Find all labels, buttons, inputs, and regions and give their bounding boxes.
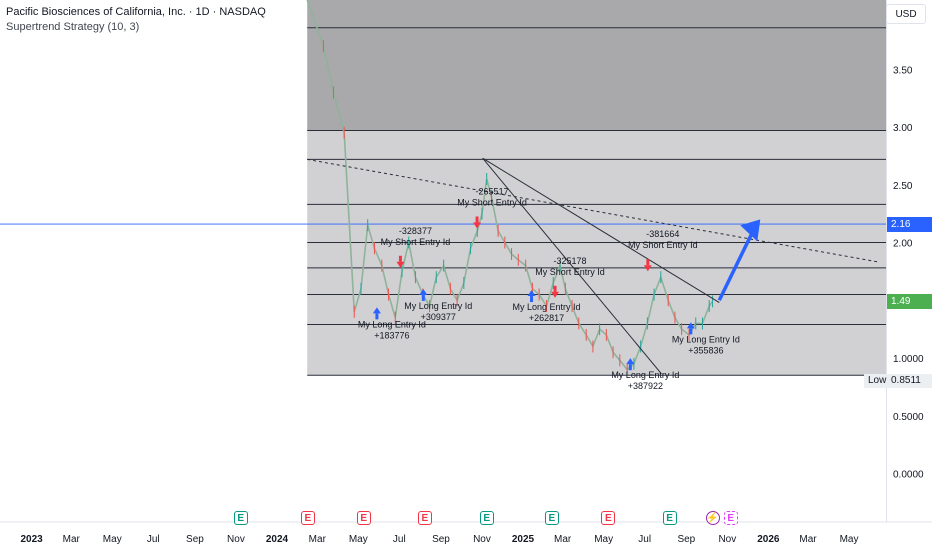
symbol-title[interactable]: Pacific Biosciences of California, Inc. … [6, 6, 266, 18]
earnings-event-icon[interactable]: E [723, 511, 738, 525]
x-tick-label: Jul [147, 534, 160, 545]
trendline-0 [307, 158, 880, 263]
trade-label-text: My Long Entry Id [358, 319, 426, 329]
projection-arrow-shaft [717, 227, 756, 302]
x-tick-label: 2024 [266, 534, 289, 545]
long-entry-arrow [686, 322, 695, 329]
x-tick-label: 2026 [757, 534, 780, 545]
earnings-event-icon[interactable]: E [356, 511, 371, 525]
x-tick-label: Nov [227, 534, 245, 545]
earnings-event-icon[interactable]: E [300, 511, 315, 525]
x-tick-label: Mar [63, 534, 81, 545]
projection-arrow-head [740, 219, 761, 242]
long-entry-arrow [626, 358, 635, 365]
y-tick-label: 3.00 [893, 123, 913, 134]
long-entry-arrow-stem [530, 296, 534, 303]
trade-label-text: My Long Entry Id [611, 370, 679, 380]
x-tick-label: May [349, 534, 368, 545]
trade-label-text: My Long Entry Id [513, 302, 581, 312]
short-entry-arrow [396, 261, 405, 268]
earnings-event-icon[interactable]: E [417, 511, 432, 525]
long-entry-arrow-stem [628, 364, 632, 371]
trendline-2 [482, 157, 662, 374]
x-tick-label: Jul [393, 534, 406, 545]
x-tick-label: 2025 [512, 534, 535, 545]
last-price-tag: 1.49 [887, 294, 932, 310]
long-entry-arrow-stem [421, 294, 425, 301]
x-tick-label: Sep [186, 534, 204, 545]
earnings-event-icon[interactable]: E [601, 511, 616, 525]
short-entry-arrow-stem [646, 259, 650, 266]
x-tick-label: Mar [309, 534, 327, 545]
x-tick-label: May [840, 534, 859, 545]
price-axis[interactable] [886, 0, 932, 522]
trade-label-text: +387922 [628, 381, 663, 391]
short-entry-arrow-stem [553, 285, 557, 292]
range-upper-zone [307, 0, 886, 131]
x-tick-label: Sep [677, 534, 695, 545]
earnings-event-icon[interactable]: E [233, 511, 248, 525]
trade-label-text: My Short Entry Id [628, 240, 698, 250]
low-value: 0.8511 [887, 374, 932, 388]
x-tick-label: Mar [554, 534, 572, 545]
trade-label-text: -265517 [476, 186, 509, 196]
trade-label-text: My Short Entry Id [457, 197, 527, 207]
y-tick-label: 0.5000 [893, 412, 924, 423]
x-tick-label: Mar [799, 534, 817, 545]
trade-label-text: +309377 [421, 312, 456, 322]
y-tick-label: 2.00 [893, 239, 913, 250]
x-tick-label: May [594, 534, 613, 545]
low-label: Low [864, 374, 891, 388]
trendline-1 [482, 157, 720, 304]
short-entry-arrow-stem [398, 255, 402, 262]
trade-label-text: My Short Entry Id [381, 237, 451, 247]
short-entry-arrow [473, 222, 482, 229]
currency-button[interactable]: USD [886, 4, 926, 24]
y-tick-label: 0.0000 [893, 469, 924, 480]
strategy-legend[interactable]: Supertrend Strategy (10, 3) [6, 21, 140, 33]
long-entry-arrow [372, 307, 381, 314]
x-tick-label: Nov [473, 534, 491, 545]
short-entry-arrow [643, 265, 652, 272]
crosshair-price-tag: 2.16 [887, 217, 932, 233]
earnings-event-icon[interactable]: E [662, 511, 677, 525]
split-event-icon[interactable]: ⚡ [705, 511, 720, 525]
x-tick-label: Nov [718, 534, 736, 545]
short-entry-arrow [551, 291, 560, 298]
earnings-event-icon[interactable]: E [544, 511, 559, 525]
trade-label-text: My Long Entry Id [672, 334, 740, 344]
y-tick-label: 2.50 [893, 181, 913, 192]
long-entry-arrow [419, 288, 428, 295]
long-entry-arrow-stem [689, 328, 693, 335]
trade-label-text: My Short Entry Id [535, 267, 605, 277]
earnings-event-icon[interactable]: E [479, 511, 494, 525]
long-entry-arrow-stem [375, 313, 379, 320]
trade-label-text: My Long Entry Id [404, 301, 472, 311]
x-tick-label: 2023 [20, 534, 43, 545]
x-tick-label: Jul [638, 534, 651, 545]
long-entry-arrow [527, 290, 536, 297]
range-lower-zone [307, 130, 886, 376]
trade-label-text: +355836 [688, 345, 723, 355]
x-tick-label: May [103, 534, 122, 545]
short-entry-arrow-stem [475, 216, 479, 223]
trade-label-text: +262817 [529, 313, 564, 323]
trade-label-text: +183776 [374, 330, 409, 340]
trade-label-text: -328377 [399, 226, 432, 236]
y-tick-label: 3.50 [893, 65, 913, 76]
x-tick-label: Sep [432, 534, 450, 545]
trade-label-text: -381664 [646, 229, 679, 239]
chart-header: Pacific Biosciences of California, Inc. … [6, 5, 266, 35]
trade-label-text: -325178 [554, 256, 587, 266]
y-tick-label: 1.0000 [893, 354, 924, 365]
